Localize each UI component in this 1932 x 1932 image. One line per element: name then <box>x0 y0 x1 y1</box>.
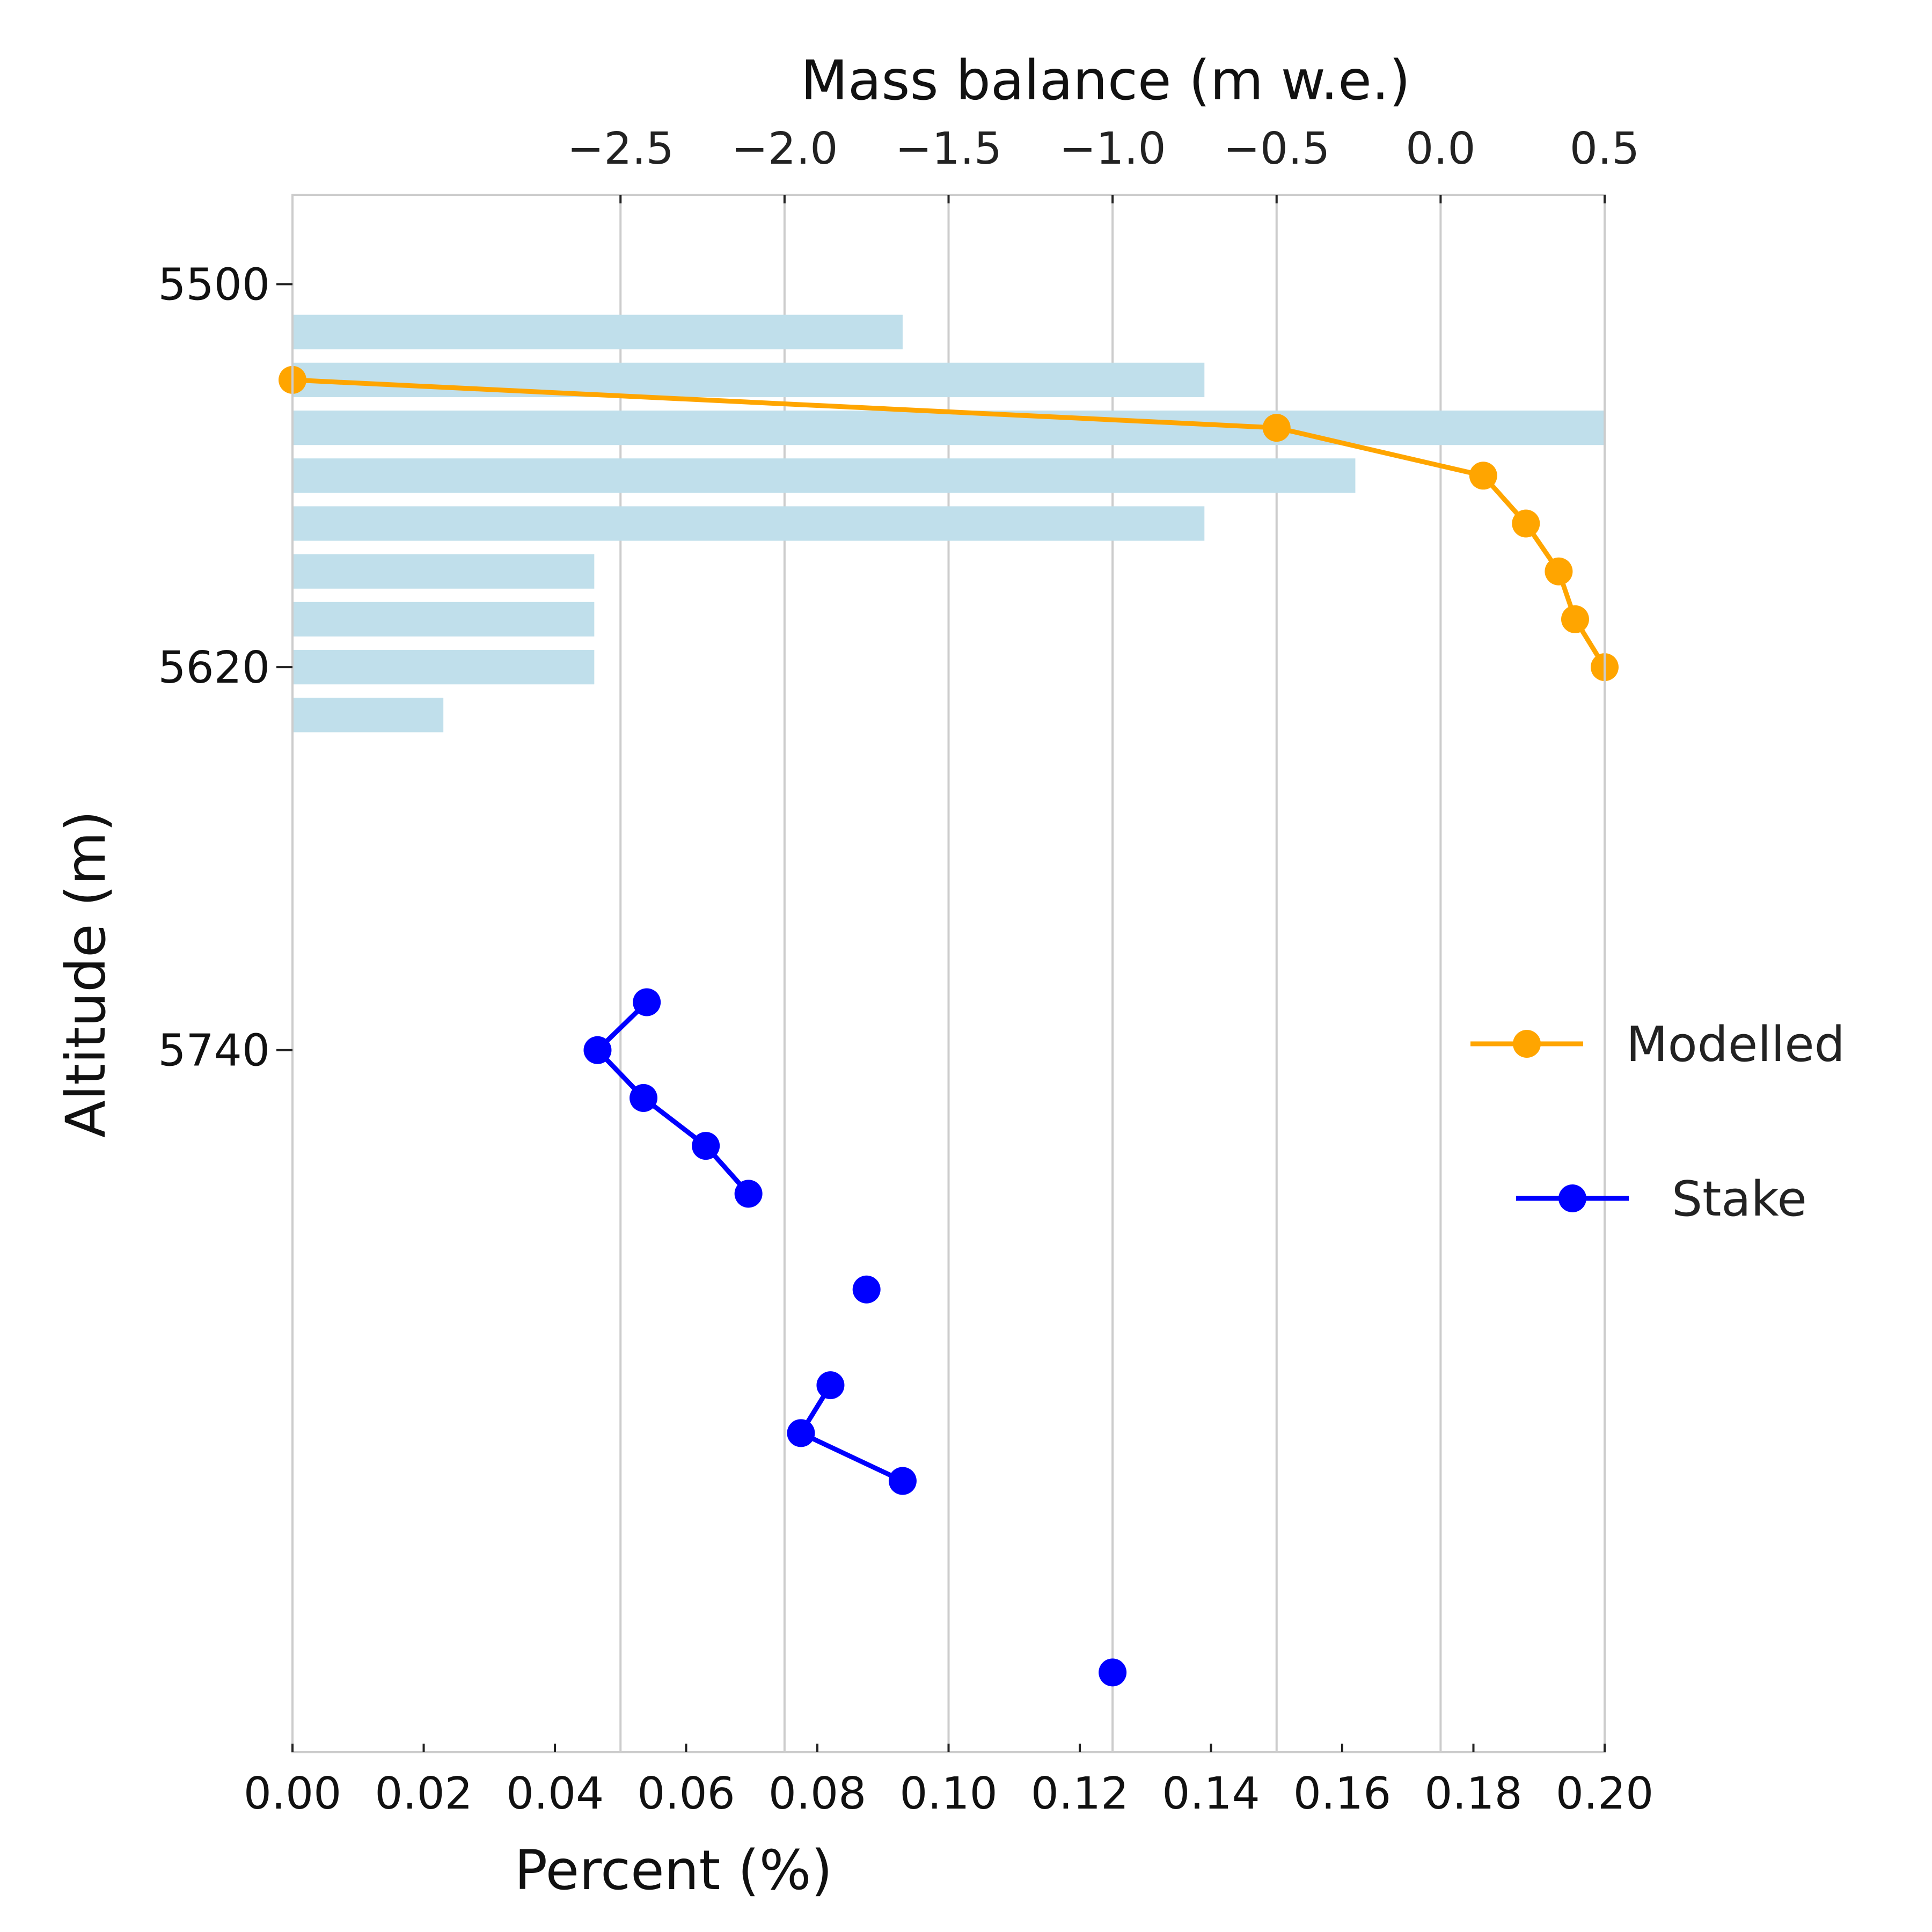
top-tick-label-6: 0.5 <box>1570 123 1640 174</box>
stake-seg0-point-3 <box>692 1132 720 1160</box>
top-tick-label-4: −0.5 <box>1223 123 1330 174</box>
top-tick-label-1: −2.0 <box>731 123 838 174</box>
legend-modelled-label: Modelled <box>1626 1016 1845 1073</box>
stake-seg0-point-2 <box>630 1084 658 1112</box>
bottom-tick-label-9: 0.18 <box>1424 1768 1523 1819</box>
stake-seg0-point-0 <box>633 988 661 1016</box>
bar-0 <box>292 314 903 349</box>
modelled-point-5 <box>1561 605 1589 633</box>
bar-5 <box>292 554 595 589</box>
legend: Modelled Stake <box>1470 1016 1845 1227</box>
stake-seg0-point-1 <box>583 1036 612 1064</box>
modelled-point-3 <box>1512 509 1540 538</box>
bottom-tick-label-6: 0.12 <box>1031 1768 1129 1819</box>
legend-stake-label: Stake <box>1672 1171 1807 1227</box>
bar-2 <box>292 410 1605 445</box>
bottom-tick-label-10: 0.20 <box>1556 1768 1654 1819</box>
modelled-point-4 <box>1545 557 1573 586</box>
bottom-axis-title: Percent (%) <box>515 1839 833 1902</box>
bottom-tick-label-4: 0.08 <box>769 1768 867 1819</box>
stake-seg2-point-1 <box>787 1419 815 1447</box>
y-axis-title: Altitude (m) <box>54 810 118 1138</box>
y-tick-label-1: 5620 <box>158 642 270 693</box>
bottom-tick-label-3: 0.06 <box>637 1768 735 1819</box>
bottom-tick-label-0: 0.00 <box>244 1768 342 1819</box>
bottom-tick-label-1: 0.02 <box>375 1768 473 1819</box>
top-tick-label-3: −1.0 <box>1059 123 1166 174</box>
stake-seg1-point-0 <box>852 1275 881 1304</box>
y-tick-label-0: 5500 <box>158 260 270 311</box>
modelled-point-2 <box>1469 462 1497 490</box>
bar-3 <box>292 458 1356 493</box>
bottom-tick-label-2: 0.04 <box>506 1768 604 1819</box>
stake-seg0-point-4 <box>734 1180 763 1208</box>
legend-stake-marker <box>1558 1184 1586 1212</box>
modelled-point-1 <box>1262 414 1291 442</box>
top-tick-label-5: 0.0 <box>1406 123 1475 174</box>
series-layer <box>279 365 1619 1687</box>
bottom-tick-label-8: 0.16 <box>1293 1768 1392 1819</box>
bottom-tick-label-7: 0.14 <box>1162 1768 1260 1819</box>
bar-7 <box>292 650 595 685</box>
stake-seg3-point-0 <box>1099 1658 1127 1687</box>
axis-layer: 0.00 0.02 0.04 0.06 0.08 0.10 0.12 0.14 0.16 0.18… <box>158 123 1653 1819</box>
bar-layer <box>292 314 1605 733</box>
top-tick-label-0: −2.5 <box>567 123 674 174</box>
legend-modelled-marker <box>1513 1030 1541 1058</box>
stake-seg2-point-0 <box>816 1371 845 1400</box>
top-axis-title: Mass balance (m w.e.) <box>801 49 1410 113</box>
top-tick-label-2: −1.5 <box>895 123 1002 174</box>
bar-4 <box>292 506 1205 541</box>
bottom-tick-label-5: 0.10 <box>899 1768 998 1819</box>
bar-6 <box>292 602 595 637</box>
bar-8 <box>292 698 444 733</box>
y-tick-label-2: 5740 <box>158 1026 270 1077</box>
stake-seg2-point-2 <box>888 1467 917 1495</box>
bar-1 <box>292 362 1205 398</box>
